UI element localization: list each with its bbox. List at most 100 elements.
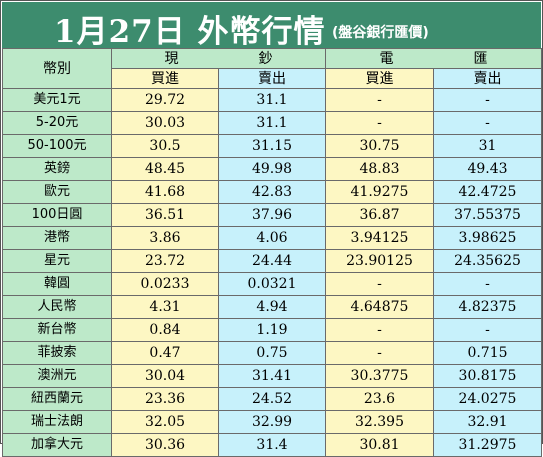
wire-sell-cell: - (433, 318, 542, 342)
wire-buy-header: 買進 (325, 68, 434, 89)
header-row-group: 幣別 現鈔 電匯 (2, 48, 542, 89)
currency-name-cell: 美元1元 (2, 88, 112, 112)
wire-sell-cell: 24.0275 (433, 387, 542, 411)
cash-buy-cell: 0.84 (111, 318, 219, 342)
wire-sell-cell: - (433, 272, 542, 296)
wire-sell-cell: 4.82375 (433, 295, 542, 319)
wire-buy-cell: - (325, 272, 434, 296)
currency-name-cell: 瑞士法朗 (2, 410, 112, 434)
wire-group-header: 電匯 (325, 48, 542, 69)
cash-buy-cell: 30.03 (111, 111, 219, 135)
currency-name-cell: 歐元 (2, 180, 112, 204)
wire-sell-cell: 30.8175 (433, 364, 542, 388)
currency-name-cell: 5-20元 (2, 111, 112, 135)
currency-name-cell: 新台幣 (2, 318, 112, 342)
cash-buy-cell: 36.51 (111, 203, 219, 227)
currency-name-cell: 港幣 (2, 226, 112, 250)
cash-buy-cell: 41.68 (111, 180, 219, 204)
table-row: 英鎊 48.45 49.98 48.83 49.43 (2, 157, 542, 181)
cash-buy-header: 買進 (111, 68, 219, 89)
wire-sell-cell: - (433, 88, 542, 112)
table-row: 瑞士法朗 32.05 32.99 32.395 32.91 (2, 410, 542, 434)
cash-buy-cell: 29.72 (111, 88, 219, 112)
cash-buy-cell: 30.5 (111, 134, 219, 158)
cash-buy-cell: 4.31 (111, 295, 219, 319)
wire-buy-cell: 30.3775 (325, 364, 434, 388)
cash-buy-cell: 48.45 (111, 157, 219, 181)
currency-name-cell: 紐西蘭元 (2, 387, 112, 411)
wire-buy-cell: - (325, 88, 434, 112)
wire-sell-cell: 24.35625 (433, 249, 542, 273)
wire-buy-cell: 3.94125 (325, 226, 434, 250)
wire-sell-cell: 32.91 (433, 410, 542, 434)
currency-name-cell: 菲披索 (2, 341, 112, 365)
source-label: (盤谷銀行匯價) (332, 25, 429, 41)
wire-sell-cell: 31.2975 (433, 433, 542, 457)
cash-sell-cell: 0.75 (218, 341, 326, 365)
table-row: 港幣 3.86 4.06 3.94125 3.98625 (2, 226, 542, 250)
wire-sell-cell: 31 (433, 134, 542, 158)
table-row: 星元 23.72 24.44 23.90125 24.35625 (2, 249, 542, 273)
table-row: 歐元 41.68 42.83 41.9275 42.4725 (2, 180, 542, 204)
rate-table: 幣別 現鈔 電匯 買進 賣出 買進 賣出 美元1元 29.72 31.1- -5-20… (2, 48, 542, 457)
wire-buy-cell: 30.75 (325, 134, 434, 158)
wire-buy-cell: 41.9275 (325, 180, 434, 204)
wire-sell-header: 賣出 (433, 68, 542, 89)
cash-buy-cell: 23.72 (111, 249, 219, 273)
wire-sell-cell: 37.55375 (433, 203, 542, 227)
cash-sell-cell: 4.94 (218, 295, 326, 319)
title-bar: 1月27日 外幣行情 (盤谷銀行匯價) (2, 2, 541, 50)
cash-sell-header: 賣出 (218, 68, 326, 89)
table-row: 加拿大元 30.36 31.4 30.81 31.2975 (2, 433, 542, 457)
wire-buy-cell: 36.87 (325, 203, 434, 227)
wire-sell-cell: 49.43 (433, 157, 542, 181)
cash-buy-cell: 30.04 (111, 364, 219, 388)
cash-buy-cell: 32.05 (111, 410, 219, 434)
table-row: 澳洲元 30.04 31.41 30.3775 30.8175 (2, 364, 542, 388)
cash-buy-cell: 3.86 (111, 226, 219, 250)
table-row: 美元1元 29.72 31.1- - (2, 88, 542, 112)
cash-sell-cell: 31.41 (218, 364, 326, 388)
cash-sell-cell: 31.4 (218, 433, 326, 457)
table-row: 新台幣 0.84 1.19- - (2, 318, 542, 342)
table-row: 菲披索 0.47 0.75-0.715 (2, 341, 542, 365)
currency-name-cell: 英鎊 (2, 157, 112, 181)
cash-header-left: 現 (164, 50, 179, 67)
currency-name-cell: 50-100元 (2, 134, 112, 158)
wire-sell-cell: 3.98625 (433, 226, 542, 250)
currency-column-header: 幣別 (2, 48, 112, 89)
wire-buy-cell: - (325, 111, 434, 135)
currency-name-cell: 澳洲元 (2, 364, 112, 388)
table-row: 100日圓 36.51 37.96 36.87 37.55375 (2, 203, 542, 227)
cash-sell-cell: 1.19 (218, 318, 326, 342)
cash-sell-cell: 37.96 (218, 203, 326, 227)
cash-buy-cell: 23.36 (111, 387, 219, 411)
wire-buy-cell: - (325, 318, 434, 342)
cash-sell-cell: 24.44 (218, 249, 326, 273)
wire-buy-cell: 32.395 (325, 410, 434, 434)
currency-name-cell: 加拿大元 (2, 433, 112, 457)
wire-buy-cell: 4.64875 (325, 295, 434, 319)
page-title: 1月27日 外幣行情 (54, 14, 326, 50)
cash-sell-cell: 31.1 (218, 88, 326, 112)
wire-sell-cell: 0.715 (433, 341, 542, 365)
wire-header-left: 電 (379, 50, 394, 67)
wire-buy-cell: 23.90125 (325, 249, 434, 273)
cash-buy-cell: 0.47 (111, 341, 219, 365)
cash-sell-cell: 24.52 (218, 387, 326, 411)
table-row: 紐西蘭元 23.36 24.52 23.6 24.0275 (2, 387, 542, 411)
cash-sell-cell: 0.0321 (218, 272, 326, 296)
currency-name-cell: 星元 (2, 249, 112, 273)
header-row-sub: 買進 賣出 買進 賣出 (3, 68, 542, 89)
cash-sell-cell: 31.15 (218, 134, 326, 158)
table-row: 人民幣 4.31 4.94 4.64875 4.82375 (2, 295, 542, 319)
cash-sell-cell: 31.1 (218, 111, 326, 135)
table-row: 5-20元 30.03 31.1- - (2, 111, 542, 135)
cash-sell-cell: 49.98 (218, 157, 326, 181)
wire-sell-cell: 42.4725 (433, 180, 542, 204)
cash-group-header: 現鈔 (111, 48, 326, 69)
table-row: 韓圓 0.0233 0.0321- - (2, 272, 542, 296)
wire-buy-cell: 48.83 (325, 157, 434, 181)
cash-buy-cell: 0.0233 (111, 272, 219, 296)
